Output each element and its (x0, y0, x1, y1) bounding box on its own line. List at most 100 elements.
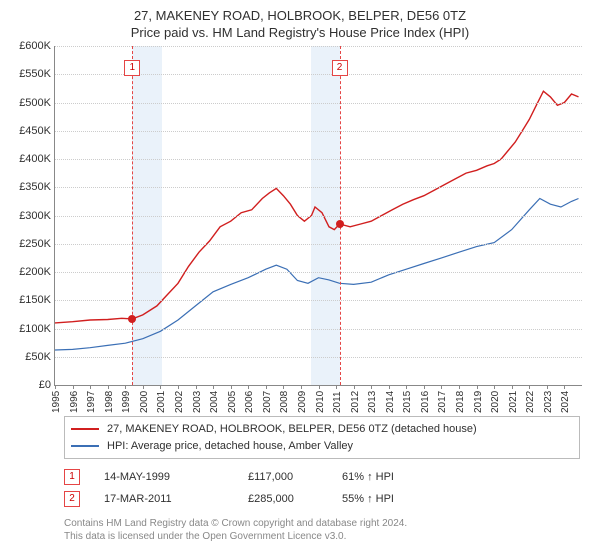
sale-vline (132, 46, 133, 385)
x-axis-label: 2013 (367, 391, 378, 413)
x-tick (231, 385, 232, 389)
y-axis-label: £450K (19, 125, 55, 137)
x-tick (301, 385, 302, 389)
y-axis-label: £350K (19, 181, 55, 193)
footer: Contains HM Land Registry data © Crown c… (64, 517, 580, 543)
x-tick (354, 385, 355, 389)
legend-swatch (71, 428, 99, 430)
x-axis-label: 2009 (297, 391, 308, 413)
x-tick (196, 385, 197, 389)
x-axis-label: 1997 (86, 391, 97, 413)
y-axis-label: £600K (19, 40, 55, 52)
chart-subtitle: Price paid vs. HM Land Registry's House … (10, 25, 590, 40)
y-axis-label: £550K (19, 68, 55, 80)
grid-line (55, 187, 582, 188)
grid-line (55, 216, 582, 217)
footer-line-1: Contains HM Land Registry data © Crown c… (64, 517, 580, 530)
x-axis-label: 2015 (402, 391, 413, 413)
x-tick (266, 385, 267, 389)
x-tick (143, 385, 144, 389)
x-axis-label: 2016 (420, 391, 431, 413)
x-tick (90, 385, 91, 389)
sale-price: £117,000 (248, 471, 318, 483)
legend-item: 27, MAKENEY ROAD, HOLBROOK, BELPER, DE56… (71, 421, 573, 438)
grid-line (55, 46, 582, 47)
x-axis-label: 2012 (350, 391, 361, 413)
grid-line (55, 300, 582, 301)
x-axis-label: 2002 (174, 391, 185, 413)
x-axis-label: 2017 (437, 391, 448, 413)
titles-block: 27, MAKENEY ROAD, HOLBROOK, BELPER, DE56… (10, 8, 590, 40)
grid-line (55, 244, 582, 245)
x-tick (494, 385, 495, 389)
x-tick (55, 385, 56, 389)
x-tick (424, 385, 425, 389)
x-axis-label: 2018 (455, 391, 466, 413)
x-tick (248, 385, 249, 389)
sale-marker: 1 (124, 60, 140, 76)
grid-line (55, 159, 582, 160)
x-tick (319, 385, 320, 389)
sale-marker: 2 (332, 60, 348, 76)
x-axis-label: 1996 (69, 391, 80, 413)
y-axis-label: £200K (19, 266, 55, 278)
y-axis-label: £50K (25, 351, 55, 363)
x-axis-label: 2008 (279, 391, 290, 413)
grid-line (55, 357, 582, 358)
x-tick (441, 385, 442, 389)
x-axis-label: 2024 (560, 391, 571, 413)
x-axis-label: 2019 (473, 391, 484, 413)
y-axis-label: £500K (19, 97, 55, 109)
x-tick (547, 385, 548, 389)
footer-line-2: This data is licensed under the Open Gov… (64, 530, 580, 543)
x-axis-label: 2023 (543, 391, 554, 413)
sale-date: 17-MAR-2011 (104, 493, 224, 505)
y-axis-label: £400K (19, 153, 55, 165)
plot: £0£50K£100K£150K£200K£250K£300K£350K£400… (54, 46, 582, 386)
x-tick (336, 385, 337, 389)
x-tick (160, 385, 161, 389)
x-axis-label: 2006 (244, 391, 255, 413)
chart-title: 27, MAKENEY ROAD, HOLBROOK, BELPER, DE56… (10, 8, 590, 23)
series-hpi (55, 199, 579, 351)
chart-container: 27, MAKENEY ROAD, HOLBROOK, BELPER, DE56… (0, 0, 600, 549)
legend-label: 27, MAKENEY ROAD, HOLBROOK, BELPER, DE56… (107, 421, 477, 438)
grid-line (55, 272, 582, 273)
legend-item: HPI: Average price, detached house, Ambe… (71, 438, 573, 455)
x-tick (564, 385, 565, 389)
legend-label: HPI: Average price, detached house, Ambe… (107, 438, 353, 455)
sale-hpi: 55% ↑ HPI (342, 493, 422, 505)
x-tick (178, 385, 179, 389)
x-axis-label: 1999 (121, 391, 132, 413)
x-axis-label: 2022 (525, 391, 536, 413)
x-axis-label: 2005 (227, 391, 238, 413)
y-axis-label: £150K (19, 294, 55, 306)
sale-number-box: 1 (64, 469, 80, 485)
y-axis-label: £100K (19, 323, 55, 335)
x-axis-label: 1995 (51, 391, 62, 413)
x-tick (213, 385, 214, 389)
x-tick (283, 385, 284, 389)
grid-line (55, 103, 582, 104)
legend: 27, MAKENEY ROAD, HOLBROOK, BELPER, DE56… (64, 416, 580, 459)
x-tick (477, 385, 478, 389)
series-price_paid (55, 91, 579, 323)
y-axis-label: £300K (19, 210, 55, 222)
legend-swatch (71, 445, 99, 447)
x-axis-label: 2021 (508, 391, 519, 413)
y-axis-label: £250K (19, 238, 55, 250)
sale-number-box: 2 (64, 491, 80, 507)
x-tick (125, 385, 126, 389)
sale-row: 217-MAR-2011£285,00055% ↑ HPI (64, 491, 580, 507)
grid-line (55, 131, 582, 132)
sale-vline (340, 46, 341, 385)
sales-table: 114-MAY-1999£117,00061% ↑ HPI 2 17-MAR-201… (64, 469, 580, 507)
sale-row: 114-MAY-1999£117,00061% ↑ HPI (64, 469, 580, 485)
grid-line (55, 329, 582, 330)
sale-dot (336, 220, 344, 228)
x-axis-label: 2000 (139, 391, 150, 413)
x-tick (406, 385, 407, 389)
x-tick (512, 385, 513, 389)
x-tick (73, 385, 74, 389)
x-tick (371, 385, 372, 389)
